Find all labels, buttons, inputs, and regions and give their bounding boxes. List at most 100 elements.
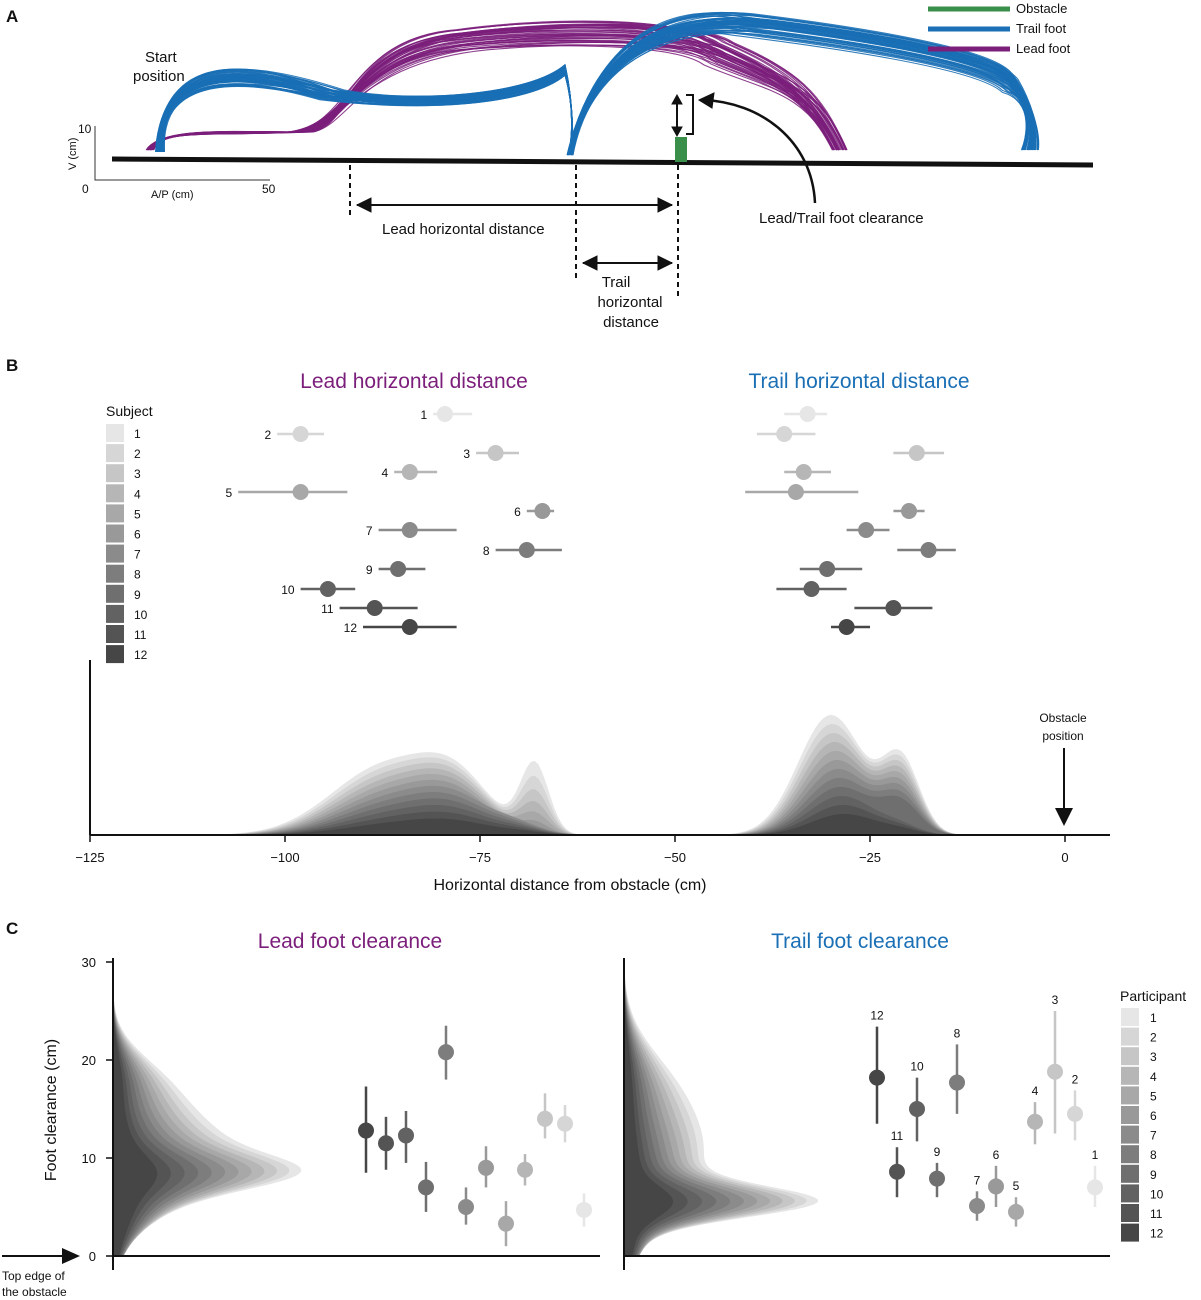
lead-distance-point-label: 7 [366,524,373,538]
scale-v-label: V (cm) [67,138,79,170]
lead-distance-point [401,464,418,480]
legend-trail-label: Trail foot [1016,21,1066,36]
start-label-2: position [133,68,185,85]
trail-distance-point [799,406,816,422]
participant-legend-label: 2 [1150,1031,1157,1045]
clearance-pointer-head [697,92,715,109]
panel-b: B Lead horizontal distance Trail horizon… [6,356,1110,894]
subject-legend-label: 11 [134,628,147,642]
subject-legend-swatch [106,625,124,643]
subject-legend-swatch [106,564,124,583]
lead-clearance-point [418,1179,434,1196]
panel-c-title-lead: Lead foot clearance [258,930,442,953]
ground-line [111,156,1094,168]
clearance-arrowheads [671,93,683,138]
subject-legend-swatch [106,645,124,664]
trajectory-legend: Obstacle Trail foot Lead foot [928,1,1071,56]
subject-legend-swatch [106,544,124,563]
obstacle-position-arrowhead [1055,808,1073,826]
clearance-y-tick-label: 10 [82,1151,96,1166]
participant-legend-swatch [1121,1204,1139,1222]
trail-distance-point [776,426,793,442]
lead-distance-point [436,406,453,422]
participant-legend-swatch [1121,1008,1139,1026]
trail-clearance-point [969,1198,985,1215]
trail-clearance-point [1027,1113,1043,1130]
trail-clearance-point-label: 5 [1013,1179,1020,1193]
trail-clearance-point [929,1170,945,1187]
clearance-bracket [686,94,694,135]
obstacle-top-note-1: Top edge of [2,1269,65,1283]
trail-clearance-point-label: 7 [974,1173,981,1187]
panel-b-title-trail: Trail horizontal distance [749,370,970,393]
lead-distance-point-label: 11 [321,602,334,616]
trail-clearance-point [1047,1063,1063,1080]
subject-legend-label: 2 [134,447,141,461]
obstacle-position-label-2: position [1042,729,1083,743]
panel-c-letter: C [6,919,18,938]
clearance-pointer [702,98,817,204]
clearance-y-tick-label: 20 [82,1053,96,1068]
lead-clearance-point [576,1201,592,1218]
trail-distance-point [908,445,925,461]
subject-legend-label: 1 [134,427,141,441]
clearance-points: 12 11 10 9 8 76 5 4 3 2 1 [358,993,1103,1247]
participant-legend-swatch [1121,1223,1139,1242]
trail-trajectory-line [163,18,1034,156]
participant-legend-label: 3 [1150,1050,1157,1064]
trail-clearance-point [988,1178,1004,1195]
participant-legend-label: 9 [1150,1168,1157,1182]
panel-b-x-tick-label: −75 [469,850,491,865]
participant-legend-swatch [1121,1164,1139,1183]
scale-ap-tick-0: 0 [82,182,89,196]
participant-legend-swatch [1121,1106,1139,1124]
trail-distance-point [819,561,836,577]
trail-trajectory-line [157,23,1034,156]
lead-distance-point [487,445,504,461]
trail-clearance-point-label: 10 [910,1060,924,1074]
trail-distance-label-2: horizontal [597,294,662,311]
scale-ap-tick-50: 50 [262,182,276,196]
legend-obstacle-label: Obstacle [1016,1,1067,16]
trail-distance-point [838,619,855,635]
participant-legend-swatch [1121,1086,1139,1105]
lead-clearance-point [378,1135,394,1152]
lead-clearance-point [478,1159,494,1176]
lead-clearance-density-layer [113,981,158,1256]
participant-legend-swatch [1121,1066,1139,1085]
panel-b-x-tick-label: −125 [75,850,104,865]
trail-distance-point [787,484,804,500]
start-label-1: Start [145,49,178,66]
obstacle-top-note-2: the obstacle [2,1285,67,1299]
lead-clearance-point [517,1161,533,1178]
lead-distance-arrowheads [355,197,674,213]
horizontal-distance-densities [207,714,987,835]
subject-legend-swatch [106,484,124,503]
panel-a-letter: A [6,7,18,26]
trail-distance-point [803,581,820,597]
lead-distance-point [366,600,383,616]
lead-clearance-point [498,1215,514,1232]
trail-trajectory-line [161,21,1039,156]
lead-trajectory-line [146,20,836,151]
lead-trajectory-line [150,30,834,151]
lead-distance-point-label: 1 [421,408,428,422]
trail-distance-point [901,503,917,519]
trail-clearance-point-label: 2 [1072,1072,1079,1086]
subject-legend-swatch [106,504,124,523]
subject-legend-swatch [106,424,124,442]
trail-density-layer [714,813,987,835]
clearance-y-tick-label: 30 [82,955,96,970]
trail-clearance-point-label: 3 [1052,993,1059,1007]
panel-c-title-trail: Trail foot clearance [771,930,949,953]
participant-legend-label: 5 [1150,1089,1157,1103]
trail-clearance-point-label: 11 [891,1129,904,1143]
subject-legend-label: 7 [134,548,141,562]
lead-distance-point [401,619,418,635]
subject-legend-swatch [106,524,124,543]
trail-clearance-point [909,1101,925,1117]
participant-legend-swatch [1121,1125,1139,1144]
subject-legend-label: 12 [134,648,148,662]
